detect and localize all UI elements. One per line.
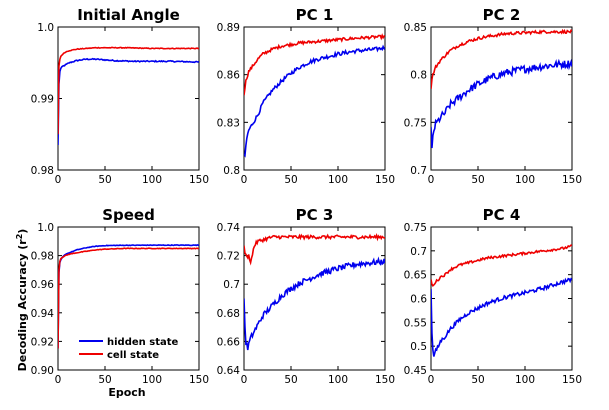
y-axis-label: Decoding Accuracy (r2) [15, 229, 29, 372]
legend-cell-state-label: cell state [107, 350, 159, 361]
y-tick-label: 0.94 [31, 308, 55, 320]
y-tick-label: 0.65 [404, 270, 427, 282]
chart-panel-pc-1: PC 1 0.8 0.83 0.86 0.89 0 50 100 150 [217, 6, 395, 186]
x-tick-label: 100 [328, 174, 348, 186]
y-tick-label: 0.6 [410, 294, 427, 306]
y-tick-label: 0.89 [217, 22, 240, 34]
series-line-hidden-state-pc-3 [244, 256, 385, 351]
series-line-cell-state-pc-2 [431, 28, 572, 90]
x-tick-label: 0 [428, 374, 435, 386]
y-tick-label: 0.96 [31, 279, 55, 291]
y-tick-label: 0.7 [410, 246, 427, 258]
y-tick-label: 0.7 [223, 279, 240, 291]
chart-title-pc-3: PC 3 [296, 206, 334, 224]
y-tick-label: 1.0 [37, 22, 54, 34]
chart-panel-initial-angle: Initial Angle 0.98 0.99 1.0 0 50 100 150 [31, 6, 209, 186]
y-tick-label: 0.90 [31, 365, 54, 377]
y-tick-label: 0.98 [31, 165, 54, 177]
x-tick-label: 100 [328, 374, 348, 386]
axes-frame-pc-2 [430, 26, 573, 171]
axes-frame-pc-1 [243, 26, 386, 171]
x-tick-label: 150 [562, 174, 582, 186]
x-tick-label: 0 [241, 374, 248, 386]
series-line-cell-state-initial-angle [58, 46, 199, 135]
axes-frame-pc-3 [243, 226, 386, 371]
legend: hidden state cell state [79, 337, 179, 361]
x-tick-label: 100 [515, 374, 535, 386]
series-line-hidden-state-speed [58, 244, 199, 349]
series-line-hidden-state-pc-4 [431, 277, 572, 357]
y-tick-label: 0.64 [217, 365, 241, 377]
legend-hidden-state-label: hidden state [107, 337, 179, 348]
x-tick-label: 50 [98, 174, 111, 186]
y-tick-label: 0.72 [217, 251, 240, 263]
y-tick-label: 0.7 [410, 165, 427, 177]
x-tick-label: 50 [284, 174, 297, 186]
x-tick-label: 150 [375, 174, 395, 186]
x-tick-label: 0 [241, 174, 248, 186]
x-tick-label: 0 [428, 174, 435, 186]
y-tick-label: 0.55 [404, 317, 427, 329]
y-tick-label: 0.8 [410, 70, 427, 82]
series-line-cell-state-speed [58, 247, 199, 349]
x-tick-label: 100 [142, 174, 162, 186]
y-tick-label: 0.98 [31, 251, 54, 263]
y-tick-label: 0.99 [31, 94, 54, 106]
y-tick-label: 0.92 [31, 336, 54, 348]
panels-group: Initial Angle 0.98 0.99 1.0 0 50 100 150 PC 1 0.8… [31, 6, 582, 386]
x-tick-label: 150 [562, 374, 582, 386]
x-tick-label: 150 [189, 174, 209, 186]
series-line-hidden-state-initial-angle [58, 57, 199, 145]
x-tick-label: 50 [471, 174, 484, 186]
chart-panel-speed: Speed 0.90 0.92 0.94 0.96 0.98 1.0 0 50 100 150 [31, 206, 209, 386]
y-tick-label: 0.85 [404, 22, 427, 34]
y-tick-label: 0.75 [404, 117, 427, 129]
x-axis-label: Epoch [108, 386, 145, 399]
y-tick-label: 0.45 [404, 365, 427, 377]
x-tick-label: 100 [515, 174, 535, 186]
chart-panel-pc-4: PC 4 0.45 0.5 0.55 0.6 0.65 0.7 0.75 0 50 100 150 [404, 206, 582, 386]
y-tick-label: 0.5 [410, 341, 427, 353]
series-line-cell-state-pc-1 [244, 33, 385, 96]
series-line-cell-state-pc-3 [244, 233, 385, 266]
chart-title-speed: Speed [102, 206, 155, 224]
chart-title-initial-angle: Initial Angle [77, 6, 180, 24]
series-line-hidden-state-pc-1 [244, 44, 385, 158]
x-tick-label: 100 [142, 374, 162, 386]
chart-panel-pc-2: PC 2 0.7 0.75 0.8 0.85 0 50 100 150 [404, 6, 582, 186]
x-tick-label: 50 [284, 374, 297, 386]
series-line-hidden-state-pc-2 [431, 58, 572, 149]
y-tick-label: 0.75 [404, 222, 427, 234]
y-tick-label: 0.86 [217, 70, 241, 82]
series-line-cell-state-pc-4 [431, 244, 572, 288]
chart-title-pc-2: PC 2 [483, 6, 521, 24]
y-tick-label: 0.66 [217, 336, 241, 348]
chart-title-pc-1: PC 1 [296, 6, 334, 24]
x-tick-label: 50 [471, 374, 484, 386]
y-tick-label: 0.68 [217, 308, 240, 320]
axes-frame-pc-4 [430, 226, 573, 371]
y-tick-label: 1.0 [37, 222, 54, 234]
x-tick-label: 150 [189, 374, 209, 386]
x-tick-label: 150 [375, 374, 395, 386]
y-tick-label: 0.83 [217, 117, 240, 129]
y-tick-label: 0.8 [223, 165, 240, 177]
x-tick-label: 0 [55, 374, 62, 386]
x-tick-label: 0 [55, 174, 62, 186]
y-tick-label: 0.74 [217, 222, 241, 234]
chart-panel-pc-3: PC 3 0.64 0.66 0.68 0.7 0.72 0.74 0 50 100 150 [217, 206, 395, 386]
x-tick-label: 50 [98, 374, 111, 386]
chart-title-pc-4: PC 4 [483, 206, 521, 224]
